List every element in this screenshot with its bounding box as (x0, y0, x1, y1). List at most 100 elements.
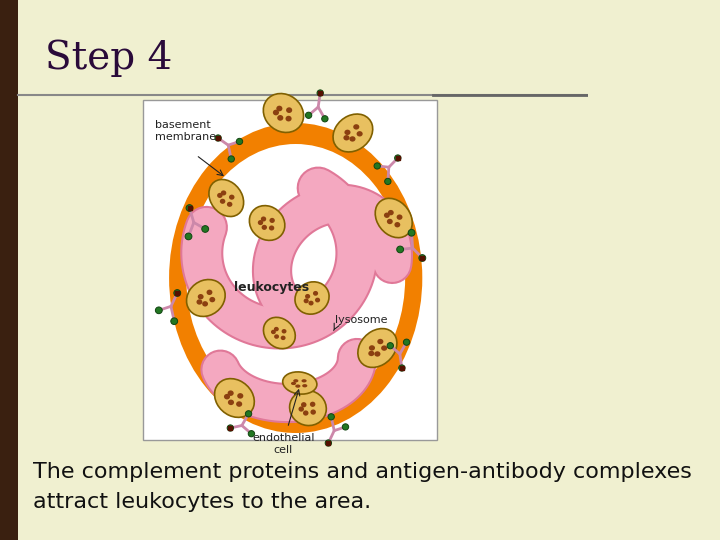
Ellipse shape (315, 298, 320, 302)
Ellipse shape (374, 163, 380, 169)
Ellipse shape (281, 336, 286, 340)
Ellipse shape (264, 93, 304, 132)
Ellipse shape (198, 294, 204, 299)
Ellipse shape (228, 390, 234, 396)
Ellipse shape (258, 220, 264, 225)
Ellipse shape (419, 255, 426, 261)
Ellipse shape (342, 424, 348, 430)
Ellipse shape (246, 411, 252, 417)
Ellipse shape (291, 382, 296, 385)
Ellipse shape (271, 330, 276, 334)
Ellipse shape (237, 393, 243, 399)
Ellipse shape (317, 90, 323, 96)
Ellipse shape (248, 430, 255, 437)
Ellipse shape (322, 116, 328, 122)
Ellipse shape (387, 219, 392, 224)
Text: endothelial
cell: endothelial cell (252, 433, 315, 455)
Ellipse shape (171, 318, 178, 325)
Ellipse shape (228, 156, 235, 162)
Ellipse shape (325, 440, 331, 446)
Ellipse shape (261, 217, 266, 221)
Ellipse shape (185, 233, 192, 240)
Ellipse shape (302, 379, 307, 382)
Ellipse shape (209, 179, 243, 217)
Ellipse shape (304, 299, 309, 303)
Bar (0, 0, 18, 540)
Ellipse shape (286, 107, 292, 113)
Text: leukocytes: leukocytes (233, 281, 309, 294)
Ellipse shape (215, 135, 221, 141)
Ellipse shape (369, 345, 375, 350)
Ellipse shape (273, 110, 279, 116)
Ellipse shape (399, 365, 405, 371)
Ellipse shape (228, 425, 233, 431)
Ellipse shape (274, 327, 279, 332)
Ellipse shape (282, 329, 287, 334)
Ellipse shape (249, 206, 285, 240)
Ellipse shape (169, 123, 423, 433)
Ellipse shape (328, 414, 334, 420)
Ellipse shape (283, 372, 317, 394)
Ellipse shape (374, 351, 380, 356)
Text: attract leukocytes to the area.: attract leukocytes to the area. (32, 492, 371, 512)
Ellipse shape (384, 178, 391, 185)
Ellipse shape (368, 351, 374, 356)
Ellipse shape (274, 334, 279, 339)
Ellipse shape (221, 191, 226, 195)
Ellipse shape (224, 394, 230, 400)
Ellipse shape (236, 138, 243, 145)
Ellipse shape (299, 407, 304, 411)
Ellipse shape (310, 409, 316, 415)
Ellipse shape (289, 390, 326, 426)
Ellipse shape (305, 294, 310, 299)
Ellipse shape (397, 214, 402, 220)
Ellipse shape (308, 301, 314, 306)
Ellipse shape (295, 384, 300, 388)
Ellipse shape (229, 194, 235, 200)
Ellipse shape (343, 135, 349, 140)
Ellipse shape (387, 342, 393, 349)
Ellipse shape (228, 400, 234, 405)
Text: basement
membrane: basement membrane (156, 120, 216, 141)
Ellipse shape (358, 328, 397, 367)
Ellipse shape (293, 379, 298, 382)
Ellipse shape (202, 226, 209, 232)
Ellipse shape (207, 289, 212, 295)
Ellipse shape (333, 114, 373, 152)
Ellipse shape (310, 402, 315, 407)
Ellipse shape (397, 246, 404, 253)
Ellipse shape (202, 301, 208, 307)
Ellipse shape (286, 116, 292, 122)
Ellipse shape (186, 144, 405, 412)
Ellipse shape (276, 106, 282, 111)
Ellipse shape (381, 346, 387, 351)
Ellipse shape (403, 339, 410, 345)
Ellipse shape (236, 401, 242, 407)
Ellipse shape (354, 124, 359, 130)
Ellipse shape (295, 282, 329, 314)
Text: lysosome: lysosome (335, 315, 387, 325)
Text: Step 4: Step 4 (45, 39, 172, 77)
Ellipse shape (344, 130, 351, 135)
Ellipse shape (301, 402, 307, 407)
Ellipse shape (356, 131, 363, 137)
Ellipse shape (156, 307, 162, 314)
Ellipse shape (197, 299, 202, 305)
Ellipse shape (186, 205, 193, 211)
Ellipse shape (302, 384, 307, 387)
Ellipse shape (384, 213, 390, 218)
Ellipse shape (305, 112, 312, 118)
Ellipse shape (215, 379, 254, 417)
Ellipse shape (395, 155, 401, 161)
Ellipse shape (269, 218, 275, 223)
Ellipse shape (227, 202, 233, 207)
Ellipse shape (269, 225, 274, 231)
Bar (143, 100, 437, 440)
Ellipse shape (349, 136, 356, 141)
Ellipse shape (217, 193, 222, 198)
Ellipse shape (186, 280, 225, 316)
Ellipse shape (220, 199, 225, 204)
Ellipse shape (261, 225, 267, 230)
Ellipse shape (395, 222, 400, 227)
Ellipse shape (277, 115, 284, 121)
